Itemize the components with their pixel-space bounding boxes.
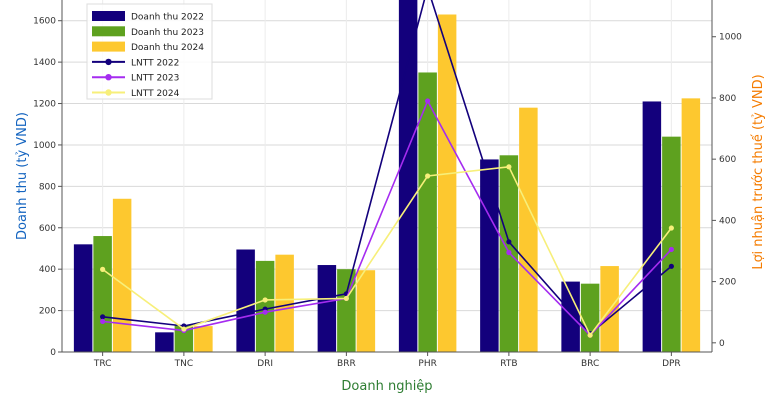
bar xyxy=(662,136,681,352)
line-point xyxy=(668,246,674,253)
line-point xyxy=(181,326,187,332)
bar xyxy=(337,269,356,352)
y2-axis-title: Lợi nhuận trước thuế (tỷ VND) xyxy=(751,74,766,269)
y-tick-label: 600 xyxy=(39,224,56,234)
bar xyxy=(398,0,418,352)
x-axis-title: Doanh nghiệp xyxy=(341,379,432,394)
bar xyxy=(93,236,112,352)
legend-label: LNTT 2024 xyxy=(131,89,180,99)
legend-marker xyxy=(105,74,112,81)
bar xyxy=(236,249,255,352)
y-tick-label: 1200 xyxy=(33,100,56,110)
bar xyxy=(194,326,213,352)
line-point xyxy=(425,98,431,104)
axes: 0 200 400 600 800 1000 1200 1400 1600 0 200 400 600 8… xyxy=(33,0,742,369)
line-point xyxy=(668,263,674,269)
x-tick-label: TRC xyxy=(93,359,112,369)
bar xyxy=(437,14,457,353)
lines xyxy=(100,0,674,338)
legend-swatch xyxy=(92,26,125,37)
bar xyxy=(561,281,580,352)
bar xyxy=(681,98,701,353)
legend-swatch xyxy=(92,11,125,21)
y-tick-label: 1600 xyxy=(33,17,56,27)
bar xyxy=(112,198,132,352)
legend-marker xyxy=(105,58,112,66)
line-point xyxy=(343,295,349,302)
line-point xyxy=(668,225,674,231)
line-series xyxy=(102,165,673,337)
line-point xyxy=(100,318,106,324)
y2-tick-label: 1000 xyxy=(719,33,742,43)
line-point xyxy=(506,164,512,170)
x-tick-label: PHR xyxy=(418,359,436,369)
line-point xyxy=(262,297,268,303)
legend-swatch xyxy=(92,41,125,52)
line-series xyxy=(102,0,672,335)
y2-tick-label: 200 xyxy=(719,278,736,288)
y-tick-label: 1400 xyxy=(33,58,56,68)
bar xyxy=(480,159,499,352)
y-axis-title: Doanh thu (tỷ VND) xyxy=(15,112,30,240)
y-tick-label: 400 xyxy=(39,265,56,275)
x-tick-label: BRR xyxy=(337,359,356,369)
y2-tick-label: 0 xyxy=(719,339,725,349)
y2-tick-label: 400 xyxy=(719,216,736,226)
y-tick-label: 200 xyxy=(39,307,56,317)
legend: Doanh thu 2022 Doanh thu 2023 Doanh thu 20… xyxy=(86,3,213,100)
y2-tick-label: 600 xyxy=(719,155,736,165)
x-tick-label: TNC xyxy=(174,359,194,369)
x-tick-label: DPR xyxy=(662,359,681,369)
line-point xyxy=(100,314,106,320)
legend-label: Doanh thu 2024 xyxy=(131,43,204,53)
line-point xyxy=(506,249,512,256)
line-point xyxy=(587,332,593,338)
x-tick-label: RTB xyxy=(500,359,517,369)
line-point xyxy=(425,173,431,179)
legend-marker xyxy=(105,89,112,96)
bar xyxy=(73,244,93,352)
legend-label: LNTT 2022 xyxy=(131,58,179,68)
line-series xyxy=(102,99,672,337)
bar xyxy=(174,325,194,352)
bar xyxy=(317,265,337,352)
bar xyxy=(580,283,600,352)
legend-label: Doanh thu 2023 xyxy=(131,28,204,38)
bar xyxy=(642,101,662,352)
x-tick-label: BRC xyxy=(581,359,599,369)
x-tick-label: DRI xyxy=(257,359,273,369)
bar xyxy=(418,72,437,353)
bar xyxy=(155,332,174,352)
line-point xyxy=(262,309,268,315)
bar xyxy=(519,107,538,352)
bar xyxy=(255,260,275,352)
legend-label: Doanh thu 2022 xyxy=(131,13,204,23)
legend-label: LNTT 2023 xyxy=(131,74,179,84)
y2-tick-label: 800 xyxy=(719,94,736,104)
line-point xyxy=(100,266,106,272)
y-tick-label: 800 xyxy=(39,182,56,192)
y-tick-label: 0 xyxy=(50,348,56,358)
line-point xyxy=(506,239,512,245)
bar xyxy=(275,254,294,352)
bar xyxy=(356,270,376,352)
y-tick-label: 1000 xyxy=(33,141,56,151)
